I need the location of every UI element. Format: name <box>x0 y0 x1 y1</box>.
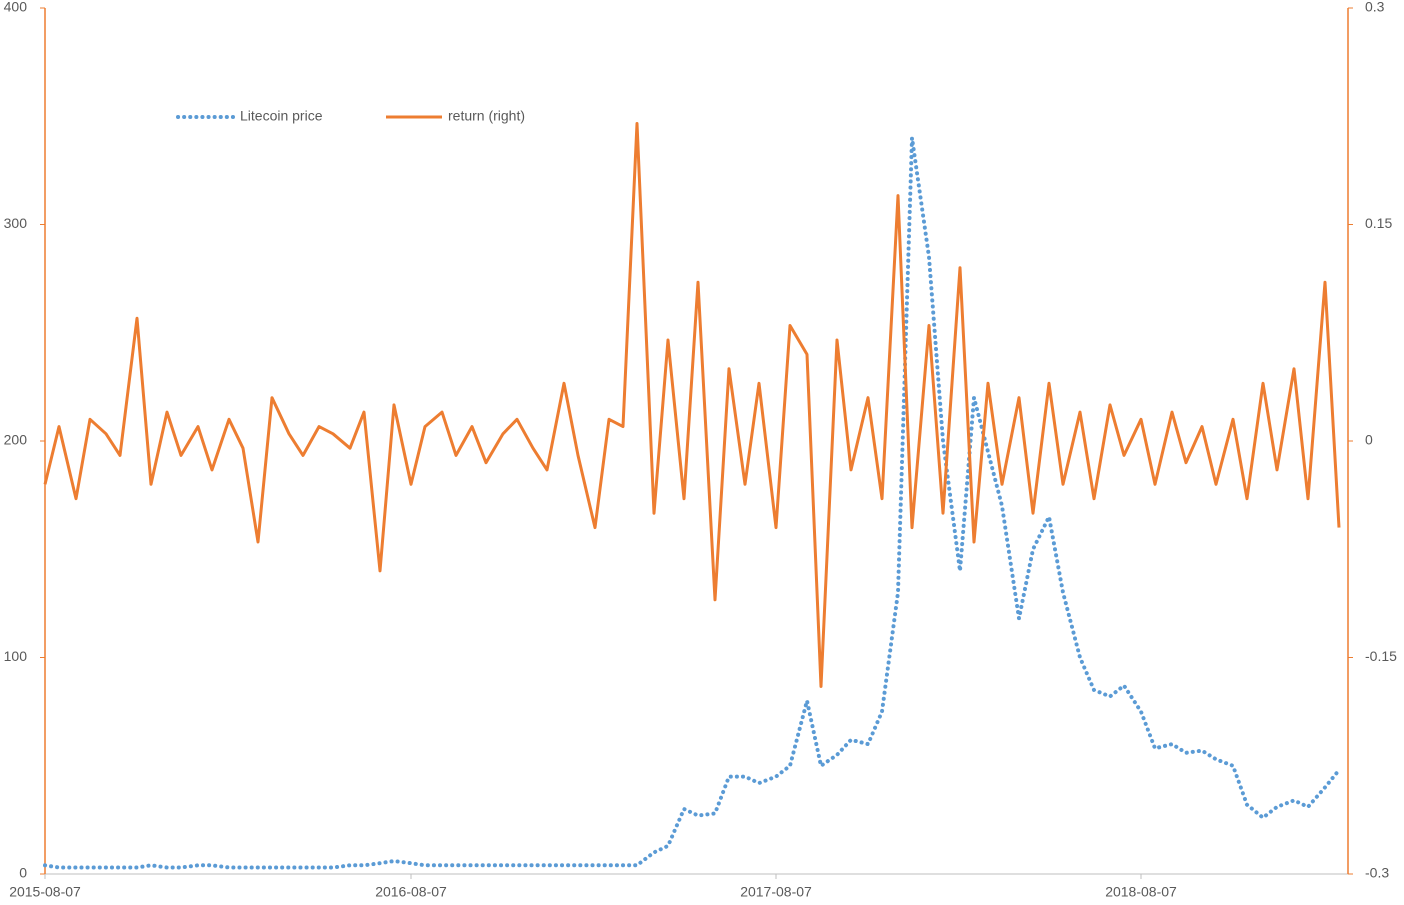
series-line <box>43 137 1341 870</box>
y2-tick-label: -0.15 <box>1365 648 1397 664</box>
y-tick-label: 400 <box>4 0 28 15</box>
x-tick-label: 2018-08-07 <box>1105 884 1177 900</box>
series-line <box>43 122 1341 688</box>
y-tick-label: 300 <box>4 215 28 231</box>
x-tick-label: 2016-08-07 <box>375 884 447 900</box>
y2-tick-label: 0 <box>1365 432 1373 448</box>
x-tick-label: 2015-08-07 <box>9 884 81 900</box>
y2-tick-label: 0.15 <box>1365 215 1392 231</box>
y2-tick-label: 0.3 <box>1365 0 1385 15</box>
y-tick-label: 0 <box>19 865 27 881</box>
y2-tick-label: -0.3 <box>1365 865 1389 881</box>
legend-label: Litecoin price <box>240 108 323 124</box>
y-tick-label: 100 <box>4 648 28 664</box>
y-tick-label: 200 <box>4 432 28 448</box>
legend-label: return (right) <box>448 108 525 124</box>
x-tick-label: 2017-08-07 <box>740 884 812 900</box>
